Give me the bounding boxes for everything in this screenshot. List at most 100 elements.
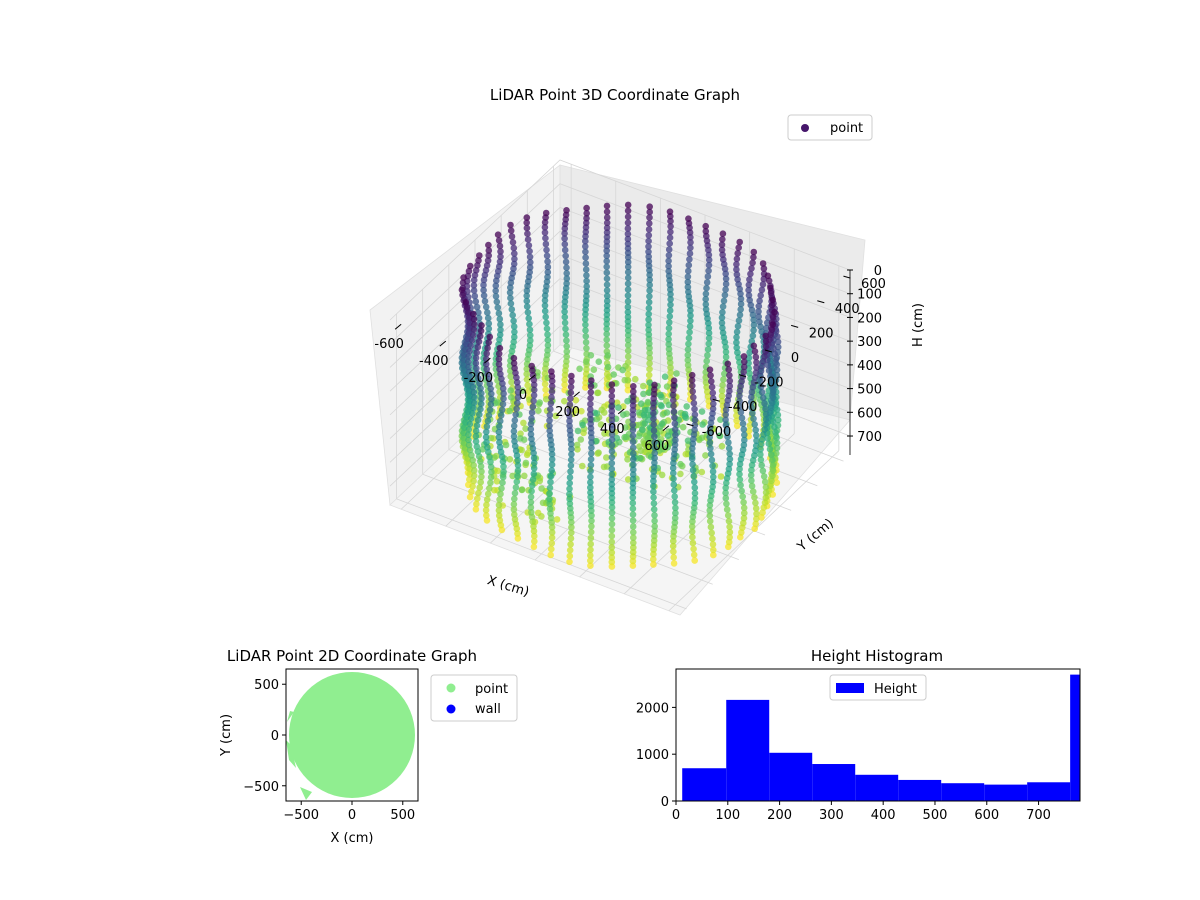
data-point-3d (765, 440, 773, 448)
data-point-3d (771, 423, 778, 431)
data-point-3d (707, 450, 715, 458)
data-point-3d (517, 430, 524, 438)
legend-3d-label: point (830, 121, 863, 136)
data-point-3d (470, 467, 478, 474)
z-tick-label-3d: 100 (857, 288, 882, 303)
legend-2d-label-wall: wall (475, 702, 501, 717)
y-tick-label-2d: −500 (243, 780, 279, 795)
data-point-3d (645, 326, 652, 334)
data-point-3d (477, 458, 484, 465)
x-tick-label-3d: 400 (600, 422, 625, 437)
data-point-3d (733, 344, 740, 352)
data-point-3d (658, 471, 666, 479)
data-point-3d (484, 314, 492, 322)
data-point-3d (500, 390, 507, 397)
data-point-3d (587, 467, 594, 475)
z-tick-label-3d: 600 (857, 406, 882, 421)
data-point-3d (587, 484, 594, 491)
data-point-3d (724, 360, 732, 368)
data-point-3d (553, 516, 561, 523)
data-point-3d (665, 267, 672, 275)
data-point-3d (718, 442, 726, 450)
data-point-3d (484, 344, 491, 352)
data-point-3d (496, 336, 503, 344)
data-point-3d (495, 507, 503, 514)
y-tick-label-3d: -600 (702, 425, 732, 440)
data-point-3d (650, 500, 658, 507)
data-point-3d (495, 310, 503, 317)
data-point-3d (499, 479, 506, 487)
data-point-3d (646, 220, 653, 227)
data-point-3d (733, 334, 740, 341)
data-point-3d (689, 466, 697, 474)
data-point-3d (507, 284, 514, 291)
data-point-3d (548, 529, 556, 536)
data-point-3d (709, 468, 717, 475)
data-point-3d (666, 319, 673, 326)
data-point-3d (608, 504, 616, 511)
data-point-3d (476, 252, 483, 259)
data-point-3d (603, 263, 610, 271)
data-point-3d (710, 473, 717, 481)
data-point-3d (718, 387, 726, 395)
data-point-3d (541, 380, 549, 388)
data-point-3d (577, 436, 585, 443)
data-point-3d (496, 315, 504, 323)
data-point-3d (587, 479, 594, 486)
data-point-3d (561, 235, 568, 242)
data-point-3d (690, 394, 697, 401)
data-point-3d (650, 488, 657, 496)
data-point-3d (510, 506, 518, 513)
data-point-3d (546, 490, 553, 497)
data-point-3d (769, 399, 776, 407)
data-point-3d (465, 426, 473, 433)
data-point-3d (509, 239, 517, 246)
data-point-3d (723, 427, 730, 435)
data-point-3d (703, 284, 710, 292)
legend-3d-frame (787, 114, 873, 141)
data-point-3d (740, 499, 747, 506)
data-point-3d (646, 360, 653, 367)
data-point-3d (541, 229, 549, 236)
data-point-3d (566, 474, 574, 481)
data-point-3d (528, 435, 535, 443)
data-point-3d (759, 260, 767, 267)
data-point-3d (566, 412, 573, 420)
data-point-3d (536, 477, 544, 485)
data-point-3d (702, 306, 710, 313)
x-tick-label-3d: 0 (519, 388, 527, 403)
data-point-3d (670, 408, 678, 416)
data-point-3d (510, 433, 518, 440)
data-point-3d (588, 517, 595, 525)
data-point-3d (496, 331, 504, 339)
data-point-3d (650, 477, 657, 485)
chart-2d: LiDAR Point 2D Coordinate Graph −500 0 500… (219, 647, 518, 846)
data-point-3d (485, 412, 493, 419)
data-point-3d (567, 389, 575, 397)
data-point-3d (478, 390, 485, 397)
data-point-3d (542, 313, 549, 321)
data-point-3d (686, 328, 693, 336)
data-point-3d (769, 383, 776, 391)
data-point-3d (603, 269, 611, 277)
data-point-3d (587, 489, 594, 496)
data-point-3d (511, 511, 518, 518)
data-point-3d (710, 400, 717, 408)
data-point-3d (567, 456, 575, 464)
x-axis-label-2d: X (cm) (331, 831, 374, 846)
z-tick-label-3d: 300 (857, 335, 882, 350)
data-point-3d (645, 237, 652, 245)
data-point-3d (646, 281, 653, 289)
data-point-3d (749, 488, 757, 495)
data-point-3d (691, 478, 698, 486)
data-point-3d (511, 328, 518, 336)
data-point-3d (735, 244, 742, 251)
data-point-3d (705, 256, 713, 264)
data-point-3d (510, 244, 518, 252)
data-point-3d (603, 202, 611, 210)
data-point-3d (546, 411, 554, 419)
data-point-3d (645, 304, 653, 312)
data-point-3d (527, 337, 534, 344)
data-point-3d (772, 429, 779, 436)
